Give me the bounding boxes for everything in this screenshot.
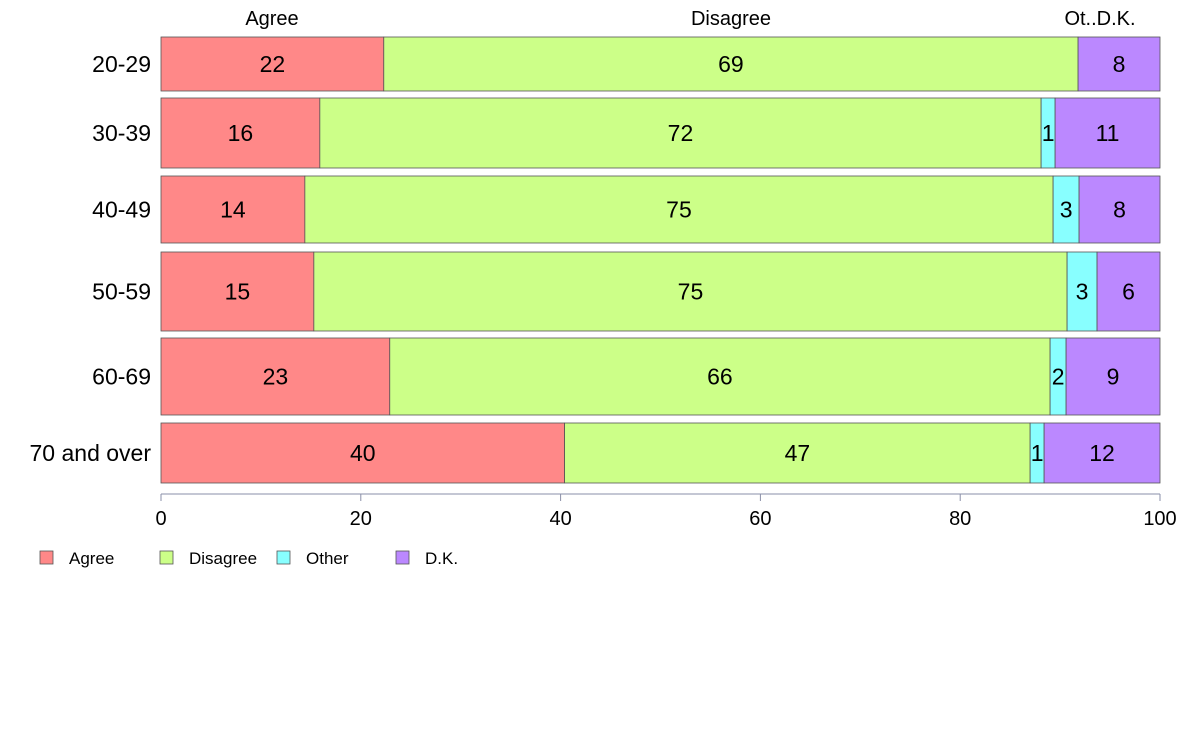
bar-value-label: 75 (678, 279, 704, 305)
legend-label: D.K. (425, 549, 458, 568)
bar-value-label: 8 (1113, 51, 1126, 77)
bar-value-label: 2 (1052, 364, 1065, 390)
legend: Agree Disagree Other D.K. (39, 549, 458, 568)
bar-segment (304, 175, 1054, 244)
bar-value-label: 6 (1122, 279, 1135, 305)
bar-segment (160, 36, 385, 92)
legend-swatch (159, 550, 174, 565)
legend-swatch (39, 550, 54, 565)
bar-value-label: 23 (263, 364, 289, 390)
bar-value-label: 14 (220, 197, 246, 223)
category-labels: 20-29 30-39 40-49 50-59 60-69 70 and over (30, 51, 152, 466)
category-label: 40-49 (92, 197, 151, 223)
bar-segment (1066, 251, 1098, 332)
bar-value-label: 11 (1096, 120, 1120, 146)
legend-swatch (276, 550, 291, 565)
bar-segment (160, 251, 315, 332)
bar-value-label: 47 (785, 440, 811, 466)
category-label: 70 and over (30, 440, 152, 466)
x-tick-label: 40 (549, 508, 571, 530)
bar-segment (1096, 251, 1161, 332)
bar-segment (1077, 36, 1161, 92)
bar-value-label: 69 (718, 51, 744, 77)
x-tick-label: 80 (949, 508, 971, 530)
x-tick-label: 100 (1143, 508, 1176, 530)
category-label: 20-29 (92, 51, 151, 77)
legend-label: Disagree (189, 549, 257, 568)
bar-value-label: 9 (1107, 364, 1120, 390)
bar-segment (160, 422, 565, 484)
legend-label: Other (306, 549, 349, 568)
bar-segment (1065, 337, 1161, 416)
x-tick-label: 60 (749, 508, 771, 530)
bar-value-label: 3 (1060, 197, 1073, 223)
bar-value-label: 66 (707, 364, 733, 390)
bar-segment (1043, 422, 1161, 484)
bar-segment (1052, 175, 1080, 244)
bar-segment (160, 97, 321, 169)
category-label: 50-59 (92, 279, 151, 305)
bar-value-label: 16 (228, 120, 254, 146)
x-axis: 0 20 40 60 80 100 (155, 493, 1177, 530)
bar-segment (319, 97, 1042, 169)
bar-segment (160, 337, 391, 416)
bar-value-label: 15 (225, 279, 251, 305)
bar-value-label: 8 (1113, 197, 1126, 223)
x-tick-label: 20 (350, 508, 372, 530)
bar-value-label: 75 (666, 197, 692, 223)
top-label: Ot..D.K. (1064, 8, 1135, 30)
bar-segment (1054, 97, 1161, 169)
bar-value-label: 40 (350, 440, 376, 466)
bar-segment (389, 337, 1051, 416)
top-label: Disagree (691, 8, 771, 30)
bar-segment (1078, 175, 1161, 244)
bar-segment (313, 251, 1068, 332)
top-labels: Agree Disagree Ot..D.K. (245, 8, 1135, 30)
legend-label: Agree (69, 549, 114, 568)
category-label: 30-39 (92, 120, 151, 146)
bar-segment (383, 36, 1079, 92)
bar-value-label: 3 (1076, 279, 1089, 305)
category-label: 60-69 (92, 364, 151, 390)
bar-segment (160, 175, 306, 244)
legend-swatch (395, 550, 410, 565)
x-tick-label: 0 (155, 508, 166, 530)
bar-value-label: 72 (668, 120, 694, 146)
top-label: Agree (245, 8, 298, 30)
bar-value-label: 1 (1042, 120, 1055, 146)
bar-value-label: 22 (260, 51, 286, 77)
bar-value-label: 12 (1089, 440, 1115, 466)
bar-value-label: 1 (1031, 440, 1044, 466)
